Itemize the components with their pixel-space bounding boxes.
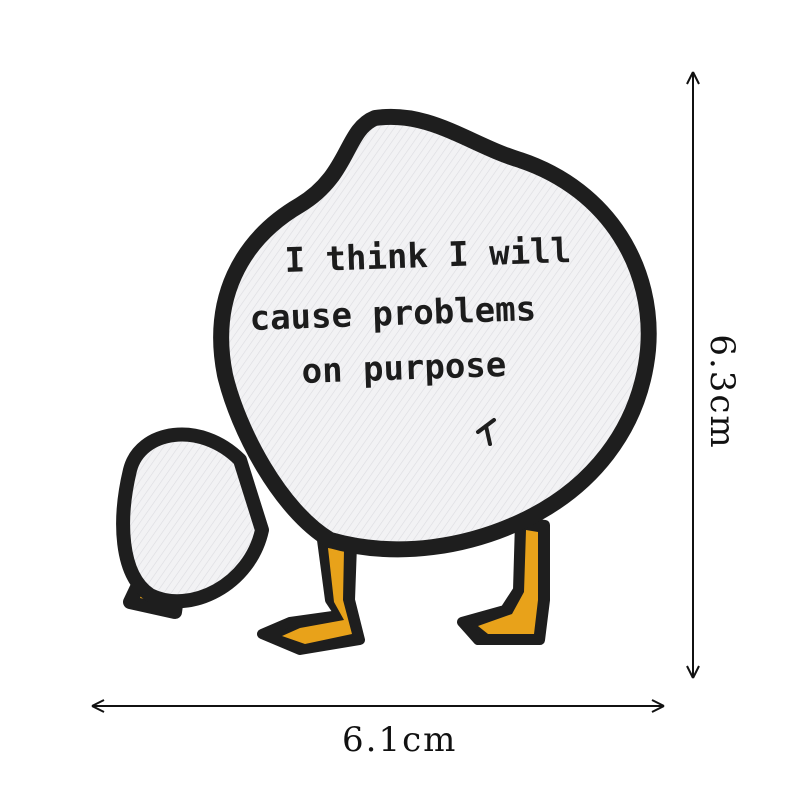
width-dimension-arrow	[92, 700, 664, 712]
height-dimension-arrow	[687, 72, 699, 678]
width-label: 6.1cm	[342, 720, 457, 760]
goose-tail	[123, 435, 262, 602]
height-label: 6.3cm	[702, 334, 742, 449]
goose-leg-middle	[262, 540, 360, 650]
patch-text-line-3: on purpose	[301, 345, 507, 392]
